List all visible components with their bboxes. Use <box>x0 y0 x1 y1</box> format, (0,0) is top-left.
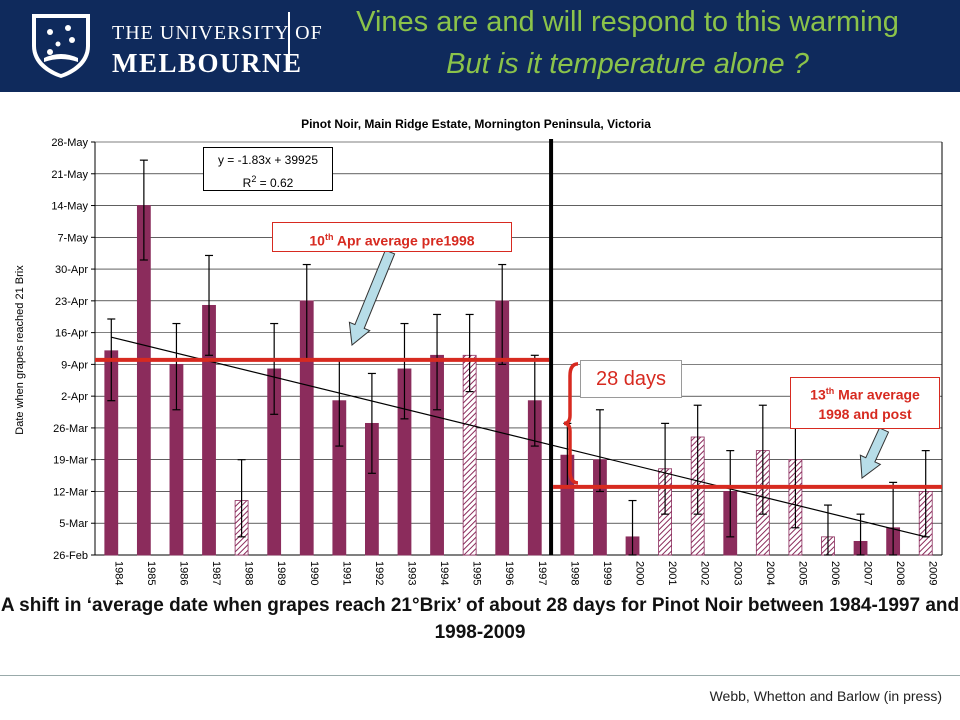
shift-days-label: 28 days <box>580 360 682 398</box>
x-tick-label: 2000 <box>634 561 646 585</box>
y-tick-label: 12-Mar <box>53 486 88 498</box>
x-tick-label: 1985 <box>145 561 157 585</box>
y-axis-ticks: 26-Feb 5-Mar 12-Mar 19-Mar 26-Mar 2-Apr 9-Apr 1… <box>51 137 95 562</box>
error-bars <box>107 159 930 556</box>
university-name-line2: MELBOURNE <box>112 48 303 78</box>
x-tick-label: 1996 <box>503 561 515 585</box>
y-tick-label: 19-Mar <box>53 455 88 467</box>
x-tick-label: 1994 <box>438 561 450 585</box>
chart-title: Pinot Noir, Main Ridge Estate, Morningto… <box>301 117 651 131</box>
trendline-equation: y = -1.83x + 39925 <box>217 153 319 167</box>
x-tick-label: 1992 <box>373 561 385 585</box>
trendline <box>111 336 926 538</box>
y-tick-label: 23-Apr <box>55 296 88 308</box>
x-tick-label: 1997 <box>536 561 548 585</box>
y-tick-label: 21-May <box>51 169 88 181</box>
x-axis-ticks: 1984 1985 1986 1987 1988 1989 1990 1991 1992 1993… <box>112 561 938 585</box>
post1998-arrow-icon <box>859 427 890 479</box>
y-tick-label: 9-Apr <box>61 359 88 371</box>
x-tick-label: 1990 <box>308 561 320 585</box>
x-tick-label: 1984 <box>112 561 124 585</box>
post1998-average-callout: 13th Mar average 1998 and post <box>790 377 940 429</box>
slide-caption: A shift in ‘average date when grapes rea… <box>0 595 960 643</box>
x-tick-label: 1999 <box>601 561 613 585</box>
x-tick-label: 1989 <box>275 561 287 585</box>
pre1998-arrow-icon <box>348 249 396 346</box>
x-tick-label: 2001 <box>666 561 678 585</box>
y-tick-label: 14-May <box>51 201 88 213</box>
x-tick-label: 1993 <box>405 561 417 585</box>
x-tick-label: 2009 <box>927 561 939 585</box>
x-tick-label: 2002 <box>699 561 711 585</box>
y-tick-label: 28-May <box>51 137 88 149</box>
slide-title: Vines are and will respond to this warmi… <box>356 6 899 38</box>
x-tick-label: 1998 <box>568 561 580 585</box>
y-tick-label: 30-Apr <box>55 264 88 276</box>
arrow-shape <box>348 249 396 346</box>
y-tick-label: 5-Mar <box>59 518 88 530</box>
y-tick-label: 2-Apr <box>61 391 88 403</box>
y-tick-label: 26-Feb <box>53 550 88 562</box>
y-axis-label: Date when grapes reached 21 Brix <box>14 265 26 435</box>
x-tick-label: 1991 <box>340 561 352 585</box>
ripening-chart: Pinot Noir, Main Ridge Estate, Morningto… <box>14 117 943 585</box>
slide-subtitle: But is it temperature alone ? <box>446 48 809 80</box>
pre1998-average-callout: 10th Apr average pre1998 <box>272 222 512 252</box>
x-tick-label: 1986 <box>177 561 189 585</box>
header-banner: THE UNIVERSITY OF MELBOURNE Vines are an… <box>0 0 960 92</box>
y-tick-label: 26-Mar <box>53 423 88 435</box>
x-tick-label: 2003 <box>731 561 743 585</box>
shift-brace <box>563 362 579 485</box>
x-tick-label: 2004 <box>764 561 776 585</box>
arrow-shape <box>859 427 890 479</box>
x-tick-label: 2008 <box>894 561 906 585</box>
x-tick-label: 1988 <box>243 561 255 585</box>
y-tick-label: 16-Apr <box>55 328 88 340</box>
x-tick-label: 2005 <box>796 561 808 585</box>
citation: Webb, Whetton and Barlow (in press) <box>709 688 942 704</box>
y-tick-label: 7-May <box>57 232 88 244</box>
grid <box>94 141 943 556</box>
header-divider <box>288 12 290 68</box>
trendline-equation-box: y = -1.83x + 39925 R2 = 0.62 <box>203 147 333 191</box>
r-squared: R2 = 0.62 <box>242 174 294 190</box>
university-logo: THE UNIVERSITY OF MELBOURNE <box>28 10 322 82</box>
university-name-line1: THE UNIVERSITY OF <box>112 22 323 44</box>
chart-overlays <box>95 139 942 555</box>
footer-divider <box>0 675 960 676</box>
x-tick-label: 1987 <box>210 561 222 585</box>
x-tick-label: 2006 <box>829 561 841 585</box>
university-crest-icon <box>32 14 90 78</box>
x-tick-label: 2007 <box>862 561 874 585</box>
x-tick-label: 1995 <box>471 561 483 585</box>
